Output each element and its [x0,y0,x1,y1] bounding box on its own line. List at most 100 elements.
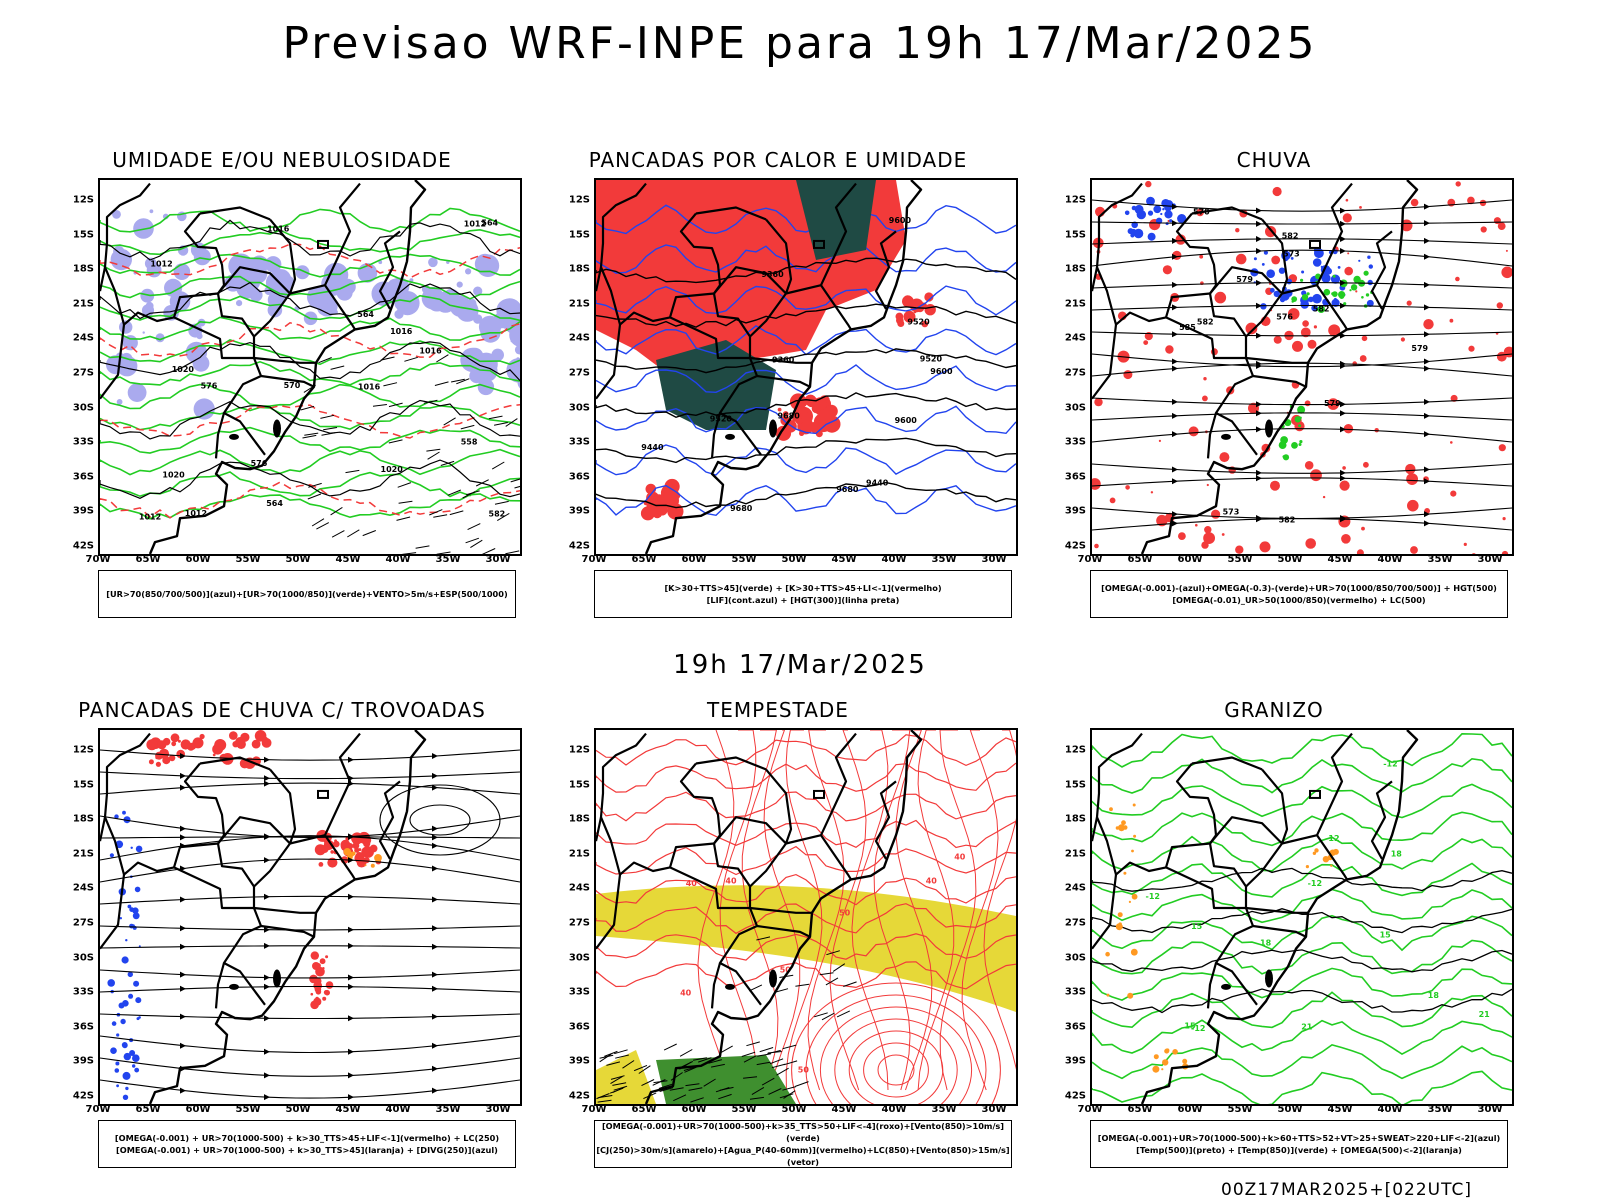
base-map [596,180,923,554]
lat-axis: 12S 15S 18S 21S 24S 27S 30S 33S 36S 39S 42S [1054,178,1088,556]
wind850-vector [751,1086,765,1096]
hgt-streamline-arrow [1424,365,1430,372]
omega-green-blob [1299,440,1303,444]
rain-blob [1235,228,1240,233]
map-chuva[interactable]: 585 582 582 582 579 579 579 576 573 573 570 582 [1090,178,1514,556]
omega-green-blob [1339,294,1345,299]
contour-label: 21 [1479,1010,1491,1019]
wind850-vector [761,1077,775,1086]
lc250-streamline-arrow [432,842,438,849]
divg-blob [132,1064,136,1068]
rain-blob [1400,219,1413,232]
wind-vector [415,545,430,549]
humidity-blob [173,263,191,280]
wind-vector [505,550,520,554]
omega500-blob [1133,834,1137,838]
hgt-streamline-arrow [1340,236,1346,243]
df-mark [1309,789,1321,799]
rain-blob [1287,308,1300,320]
lc250-streamline [100,858,520,883]
state-border [214,412,226,459]
water-contour [596,845,1016,876]
storm-blob [325,981,334,989]
wind850-vector [814,1012,828,1018]
rain-blob [1307,339,1317,349]
rain-blob [1271,255,1281,265]
humidity-blob [236,300,243,307]
hgt-streamline-arrow [1340,360,1346,367]
state-border [874,780,897,860]
map-granizo[interactable]: -12 -12 -12 -12 -12 15 15 15 18 18 18 21 21 [1090,728,1514,1106]
storm-blob [157,740,167,750]
lagoon-mark [273,419,281,438]
map-umidade[interactable]: 1012 1012 1012 1012 1016 1016 1016 1016 1020 1020… [98,178,522,556]
rain-blob [1342,466,1346,470]
state-border [1316,284,1348,330]
hgt-streamline-arrow [1424,281,1430,288]
cyclone-contour [819,1006,973,1104]
lon-axis: 70W 65W 60W 55W 50W 45W 40W 35W 30W [1078,1104,1514,1118]
divg-blob [109,853,114,858]
rain-blob [1406,300,1412,306]
omega-blob [1162,208,1165,211]
contour-label: 582 [1197,318,1214,327]
state-border [100,874,126,950]
omega-blob [1308,296,1314,303]
map-pancadas-calor[interactable]: 9680 9680 9680 9600 9600 9520 9520 9520 9440 9440… [594,178,1018,556]
state-border [100,266,107,292]
panel-title: PANCADAS POR CALOR E UMIDADE [588,148,968,172]
rain-blob [1204,526,1212,534]
lc250-streamline-arrow [264,974,270,981]
contour-label: 564 [266,499,283,508]
lat-tick-label: 12S [1064,744,1086,756]
wind850-vector [612,1082,627,1086]
wind850-vector [612,1086,626,1094]
base-map [1092,180,1419,554]
lat-tick-label: 42S [568,1090,590,1102]
state-border [596,266,603,292]
state-border [1208,293,1258,456]
hgt-streamline [1092,353,1512,368]
red-blob [902,295,913,306]
temp850-contour [1092,1070,1512,1104]
hgt-streamline-arrow [1256,207,1262,214]
rain-blob [1343,519,1348,523]
rain-blob [1356,549,1364,554]
state-border [1092,816,1099,842]
wind850-vector [748,984,763,992]
base-map [596,730,923,1104]
humidity-blob [155,333,165,343]
rain-blob [1143,340,1149,345]
lc250-streamline [100,815,520,838]
state-border [199,206,271,221]
hgt-streamline-arrow [1256,279,1262,286]
lc250-streamline-arrow [264,857,270,864]
wind850-vector [715,1087,730,1093]
contour-label: 9440 [866,479,889,488]
lc250-streamline [100,749,520,761]
wind-vector [465,537,480,544]
rain-blob [1300,327,1311,338]
lat-tick-label: 36S [72,1021,94,1033]
divg-blob [107,979,115,987]
panel-legend: [OMEGA(-0.001)-(azul)+OMEGA(-0.3)-(verde… [1090,570,1508,618]
map-layer: 1012101210121012101610161016101610201020… [100,180,520,554]
omega-blob [1124,210,1130,216]
map-pancadas-trovoadas[interactable] [98,728,522,1106]
rain-blob [1094,397,1103,407]
wind-vector [449,510,464,516]
rain-blob [1150,491,1154,494]
divg-blob [122,1094,129,1100]
wind-vector [345,469,360,474]
omega500-blob [1123,871,1127,875]
omega-blob [1269,287,1275,293]
omega500-blob [1131,893,1138,900]
lake-mark [229,433,239,440]
lc250-streamline-arrow [432,896,438,903]
state-border [378,780,401,860]
omega-blob [1266,269,1275,278]
panel-legend: [K>30+TTS>45](verde) + [K>30+TTS>45+LI<-… [594,570,1012,618]
map-tempestade[interactable]: 50 50 40 40 40 40 50 40 [594,728,1018,1106]
wind850-vector [771,1063,786,1069]
